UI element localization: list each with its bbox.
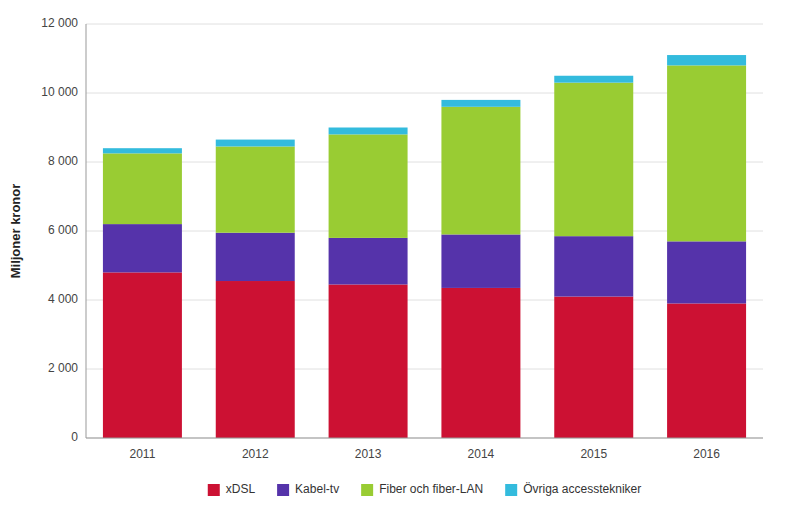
- legend-label: Fiber och fiber-LAN: [379, 482, 483, 496]
- grid-line: [86, 438, 763, 439]
- legend-item: Kabel-tv: [277, 482, 339, 496]
- legend-swatch: [208, 484, 220, 496]
- bar-segment: [441, 288, 520, 438]
- x-tick-label: 2016: [693, 447, 720, 461]
- bar-segment: [329, 238, 408, 285]
- bar-segment: [667, 303, 746, 438]
- y-tick-label: 6 000: [48, 223, 78, 237]
- grid: [86, 24, 763, 438]
- y-tick-label: 2 000: [48, 361, 78, 375]
- x-axis-line: [86, 438, 763, 439]
- legend: xDSL Kabel-tv Fiber och fiber-LAN Övriga ac…: [208, 482, 641, 496]
- chart: 0 2 000 4 000 6 000 8 000 10 000 12 000 Miljone…: [0, 0, 787, 524]
- y-tick-label: 10 000: [41, 85, 78, 99]
- bar-segment: [554, 297, 633, 438]
- legend-label: Övriga accesstekniker: [523, 482, 641, 496]
- bar-segment: [216, 140, 295, 147]
- legend-swatch: [361, 484, 373, 496]
- grid-line: [86, 300, 763, 301]
- bar-segment: [103, 272, 182, 438]
- bar-segment: [216, 281, 295, 438]
- bar-segment: [103, 148, 182, 153]
- bar-segment: [216, 146, 295, 232]
- legend-item: xDSL: [208, 482, 256, 496]
- x-tick-label: 2015: [580, 447, 607, 461]
- y-tick-label: 8 000: [48, 154, 78, 168]
- bar-segment: [554, 76, 633, 83]
- bar-segment: [329, 134, 408, 238]
- legend-item: Övriga accesstekniker: [505, 482, 641, 496]
- bar-segment: [554, 236, 633, 296]
- bar-segment: [329, 284, 408, 438]
- chart-container: 0 2 000 4 000 6 000 8 000 10 000 12 000 Miljone…: [0, 0, 787, 524]
- grid-line: [86, 231, 763, 232]
- bar-segment: [103, 224, 182, 272]
- legend-swatch: [505, 484, 517, 496]
- bar-segment: [103, 153, 182, 224]
- legend-item: Fiber och fiber-LAN: [361, 482, 483, 496]
- y-axis-label: Miljoner kronor: [8, 184, 23, 279]
- bar-segment: [441, 107, 520, 235]
- grid-line: [86, 162, 763, 163]
- bar-segment: [441, 234, 520, 287]
- bar-segment: [667, 55, 746, 65]
- bar-segment: [667, 241, 746, 303]
- y-axis: 0 2 000 4 000 6 000 8 000 10 000 12 000: [41, 16, 78, 444]
- bar-segment: [441, 100, 520, 107]
- x-axis: 2011 2012 2013 2014 2015 2016: [130, 447, 721, 461]
- grid-line: [86, 24, 763, 25]
- bar-segment: [554, 83, 633, 237]
- bars: [103, 55, 746, 438]
- legend-label: xDSL: [226, 482, 256, 496]
- bar-segment: [667, 65, 746, 241]
- grid-line: [86, 93, 763, 94]
- x-tick-label: 2011: [130, 447, 156, 461]
- bar-segment: [329, 128, 408, 135]
- legend-label: Kabel-tv: [295, 482, 339, 496]
- y-axis-line: [86, 24, 87, 438]
- y-tick-label: 12 000: [41, 16, 78, 30]
- y-tick-label: 0: [71, 430, 78, 444]
- grid-line: [86, 369, 763, 370]
- bar-segment: [216, 233, 295, 281]
- x-tick-label: 2013: [355, 447, 382, 461]
- legend-swatch: [277, 484, 289, 496]
- y-tick-label: 4 000: [48, 292, 78, 306]
- x-tick-label: 2014: [468, 447, 495, 461]
- x-tick-label: 2012: [242, 447, 269, 461]
- page: {"chart_data": { "type": "bar", "stacked…: [0, 0, 787, 524]
